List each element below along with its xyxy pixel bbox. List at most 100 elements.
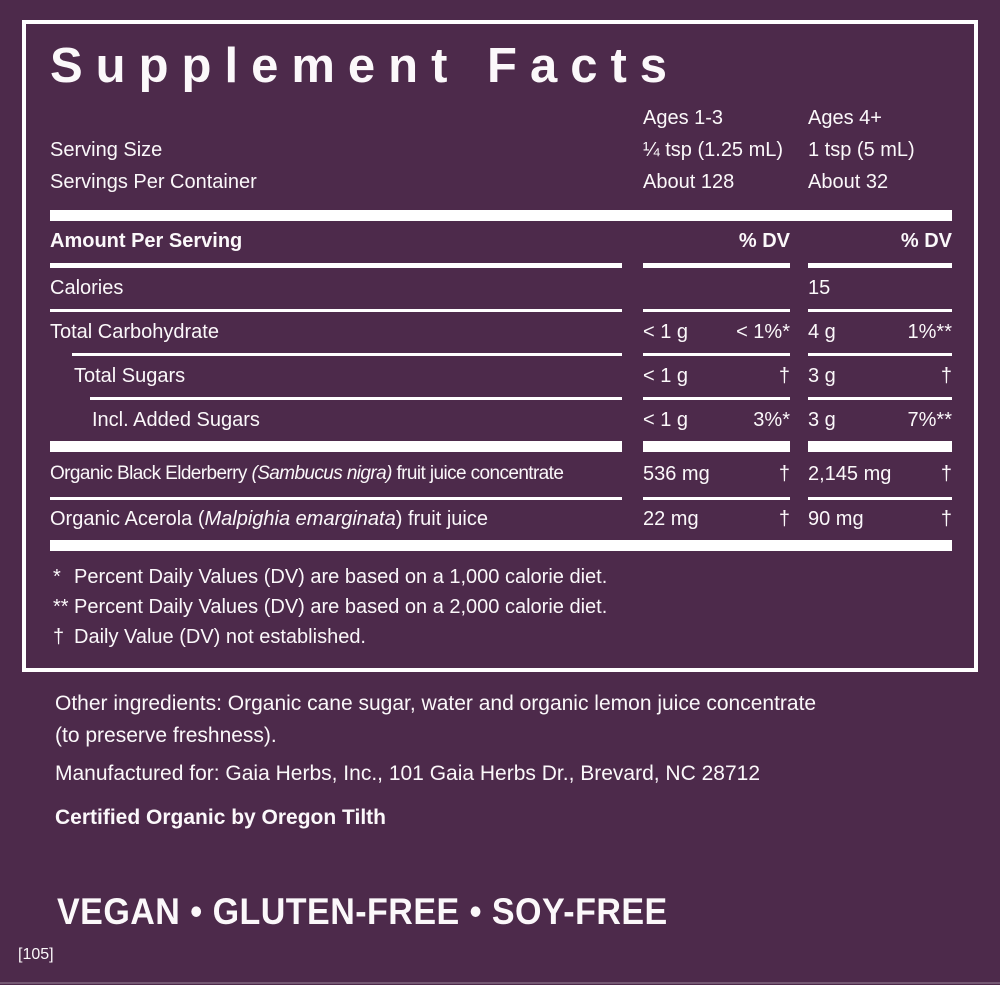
rule-segment xyxy=(72,352,622,356)
servings-per-container-label: Servings Per Container xyxy=(50,170,257,193)
rule-segment xyxy=(643,352,790,356)
age-column-1-header: Ages 1-3 xyxy=(643,106,724,129)
row-label: Organic Acerola (Malpighia emarginata) f… xyxy=(50,508,622,531)
row-label-text: Total Carbohydrate xyxy=(50,320,219,343)
table-row-elderberry: Organic Black Elderberry (Sambucus nigra… xyxy=(50,452,952,497)
dietary-badges-line: VEGAN • GLUTEN-FREE • SOY-FREE xyxy=(57,891,668,932)
row-label-text: Calories xyxy=(50,276,124,299)
col1-dv: < 1%* xyxy=(736,320,790,343)
amount-per-serving-label: Amount Per Serving xyxy=(50,230,243,253)
rule-segment xyxy=(50,496,622,500)
col2-cell: 90 mg † xyxy=(808,508,952,531)
rule-segment xyxy=(643,496,790,500)
divider-bar-bottom xyxy=(50,539,952,551)
rule-segment xyxy=(808,352,952,356)
table-row-calories: Calories 15 xyxy=(50,268,952,309)
col1-cell: 536 mg † xyxy=(643,463,790,486)
col1-dv: † xyxy=(778,462,790,485)
rule-segment xyxy=(643,262,790,268)
certified-organic-text: Certified Organic by Oregon Tilth xyxy=(55,806,386,829)
dv-header-col2: % DV xyxy=(808,230,952,253)
other-ingredients-line1: Other ingredients: Organic cane sugar, w… xyxy=(55,692,817,715)
col1-cell: 22 mg † xyxy=(643,508,790,531)
footnotes-block: * Percent Daily Values (DV) are based on… xyxy=(50,562,952,652)
col2-amount: 2,145 mg xyxy=(808,462,892,485)
rule-segment xyxy=(808,308,952,312)
other-ingredients-line2: (to preserve freshness). xyxy=(55,724,277,747)
rule-indented xyxy=(50,352,952,356)
col1-dv: † xyxy=(778,364,790,387)
rule-segment xyxy=(808,396,952,400)
row-label-text: Total Sugars xyxy=(74,364,186,387)
row-label-text: Organic Black Elderberry xyxy=(50,463,252,485)
col1-amount: < 1 g xyxy=(643,320,689,343)
footnote-marker: ** xyxy=(53,595,69,618)
col2-amount: 90 mg xyxy=(808,508,864,531)
row-label-tail: ) fruit juice xyxy=(395,508,488,531)
row-label-italic: (Sambucus nigra) xyxy=(251,463,392,485)
col2-dv: 7%** xyxy=(907,408,952,431)
serving-size-ages4: 1 tsp (5 mL) xyxy=(808,138,915,161)
servings-per-container-ages4: About 32 xyxy=(808,170,889,193)
col1-cell: < 1 g † xyxy=(643,365,790,388)
row-label: Total Carbohydrate xyxy=(50,321,622,344)
serving-size-row: Serving Size ¼ tsp (1.25 mL) 1 tsp (5 mL… xyxy=(50,134,952,166)
divider-bar-top xyxy=(50,209,952,221)
table-row-added-sugars: Incl. Added Sugars < 1 g 3%* 3 g 7%** xyxy=(50,400,952,441)
rule-segment xyxy=(90,396,622,400)
serving-size-label: Serving Size xyxy=(50,138,163,161)
row-label: Incl. Added Sugars xyxy=(50,409,622,432)
footnote-2000-calorie: ** Percent Daily Values (DV) are based o… xyxy=(50,592,952,622)
footnote-1000-calorie: * Percent Daily Values (DV) are based on… xyxy=(50,562,952,592)
col1-amount: < 1 g xyxy=(643,364,689,387)
rule-segment xyxy=(643,308,790,312)
col1-amount: 536 mg xyxy=(643,462,710,485)
rule-segment xyxy=(643,440,790,452)
rule-under-header xyxy=(50,262,952,268)
footnote-text: Percent Daily Values (DV) are based on a… xyxy=(74,565,608,588)
serving-info-block: Ages 1-3 Ages 4+ Serving Size ¼ tsp (1.2… xyxy=(50,102,952,198)
col1-cell: < 1 g < 1%* xyxy=(643,321,790,344)
col2-amount: 3 g xyxy=(808,408,836,431)
footnote-marker: † xyxy=(53,625,65,648)
col1-amount: 22 mg xyxy=(643,508,699,531)
row-label-text: Incl. Added Sugars xyxy=(92,408,260,431)
rule xyxy=(50,496,952,500)
col2-cell: 4 g 1%** xyxy=(808,321,952,344)
footnote-text: Percent Daily Values (DV) are based on a… xyxy=(74,595,608,618)
col2-cell: 15 xyxy=(808,277,952,300)
rule-segment xyxy=(643,396,790,400)
supplement-facts-panel: Supplement Facts Ages 1-3 Ages 4+ Servin… xyxy=(22,20,978,672)
rule-segment xyxy=(808,440,952,452)
age-column-2-header: Ages 4+ xyxy=(808,106,882,129)
row-label-tail: fruit juice concentrate xyxy=(391,463,564,485)
col1-dv: † xyxy=(778,508,790,531)
table-row-total-sugars: Total Sugars < 1 g † 3 g † xyxy=(50,356,952,397)
col2-amount: 3 g xyxy=(808,364,836,387)
col2-dv: 1%** xyxy=(907,320,952,343)
manufactured-for-text: Manufactured for: Gaia Herbs, Inc., 101 … xyxy=(55,762,760,785)
col1-dv: 3%* xyxy=(753,408,790,431)
col1-amount: < 1 g xyxy=(643,408,689,431)
row-label: Total Sugars xyxy=(50,365,622,388)
rule-segment xyxy=(50,440,622,452)
dv-header-col1-text: % DV xyxy=(738,230,790,253)
rule-segment xyxy=(808,262,952,268)
row-label-italic: Malpighia emarginata xyxy=(204,508,396,531)
footnote-text: Daily Value (DV) not established. xyxy=(74,625,366,648)
rule-segment xyxy=(50,308,622,312)
serving-size-ages1-3: ¼ tsp (1.25 mL) xyxy=(643,138,784,161)
col1-cell: < 1 g 3%* xyxy=(643,409,790,432)
servings-per-container-row: Servings Per Container About 128 About 3… xyxy=(50,166,952,198)
col2-dv: † xyxy=(940,364,952,387)
col2-dv: † xyxy=(940,462,952,485)
col2-dv: † xyxy=(940,508,952,531)
other-ingredients-text: Other ingredients: Organic cane sugar, w… xyxy=(55,688,915,752)
table-row-acerola: Organic Acerola (Malpighia emarginata) f… xyxy=(50,500,952,540)
dv-header-col1: % DV xyxy=(643,230,790,253)
bottom-edge-line xyxy=(0,982,1000,984)
divider-bar-mid xyxy=(50,440,952,452)
footnote-marker: * xyxy=(53,565,61,588)
rule xyxy=(50,308,952,312)
